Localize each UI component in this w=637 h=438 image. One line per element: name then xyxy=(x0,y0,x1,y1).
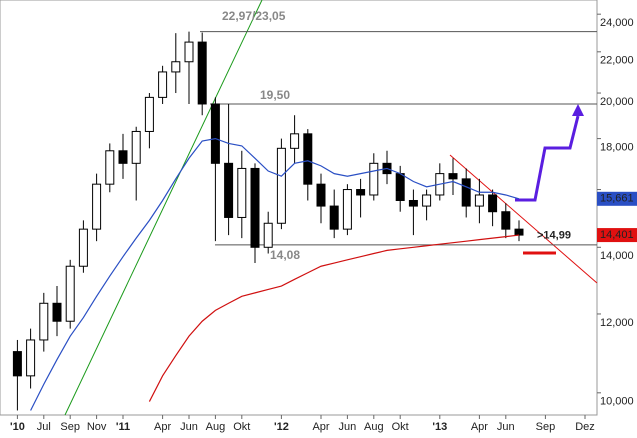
candle-body xyxy=(356,189,366,196)
x-tick-label: Okt xyxy=(233,421,250,433)
candle-body xyxy=(78,228,88,267)
target-label: >14,99 xyxy=(537,230,571,242)
x-tick-label: Jul xyxy=(37,421,51,433)
candle-body xyxy=(395,173,405,201)
candle-body xyxy=(26,339,36,377)
arrow-head xyxy=(572,104,584,116)
x-tick-label: Sep xyxy=(60,421,80,433)
x-tick-label: Aug xyxy=(206,421,226,433)
y-tick-label: 22,000 xyxy=(600,55,634,67)
plot-area xyxy=(0,0,598,416)
x-tick-label: Dez xyxy=(575,421,595,433)
x-tick-label: '10 xyxy=(10,421,25,433)
candle-body xyxy=(422,194,432,207)
x-tick-label: Apr xyxy=(471,421,488,433)
level-label: 14,08 xyxy=(270,248,300,262)
y-tick-label: 14,000 xyxy=(600,250,634,262)
candle-body xyxy=(158,71,168,98)
x-tick-label: Sep xyxy=(536,421,556,433)
moving-average xyxy=(148,234,520,402)
candle-body xyxy=(65,265,75,322)
price-tag-label: 14,401 xyxy=(600,229,634,241)
x-tick-label: Jun xyxy=(180,421,198,433)
price-tag-label: 15,661 xyxy=(600,193,634,205)
forecast-arrow xyxy=(515,115,580,202)
moving-average xyxy=(30,137,520,411)
y-tick-label: 18,000 xyxy=(600,142,634,154)
candle-body xyxy=(514,228,524,236)
candle-body xyxy=(290,133,300,149)
candle-body xyxy=(131,130,141,164)
candle-body xyxy=(276,147,286,224)
x-tick-label: Apr xyxy=(154,421,171,433)
candle-body xyxy=(118,150,128,164)
y-tick-label: 24,000 xyxy=(600,17,634,29)
price-tag xyxy=(597,191,637,206)
candle-body xyxy=(329,205,339,230)
x-tick-label: '12 xyxy=(274,421,289,433)
candle-body xyxy=(224,162,234,218)
candle-body xyxy=(461,178,471,207)
candle-body xyxy=(474,194,484,207)
candle-body xyxy=(342,189,352,230)
candle-body xyxy=(369,162,379,196)
x-tick-label: Apr xyxy=(312,421,329,433)
candle-body xyxy=(39,302,49,341)
candle-body xyxy=(52,302,62,322)
candle-body xyxy=(303,133,313,185)
candle-body xyxy=(448,173,458,180)
candle-body xyxy=(316,183,326,207)
x-tick-label: Nov xyxy=(87,421,107,433)
x-tick-label: Jun xyxy=(339,421,357,433)
x-tick-label: '13 xyxy=(432,421,447,433)
candle-body xyxy=(501,211,511,230)
level-label: 19,50 xyxy=(260,88,290,102)
price-tag xyxy=(597,228,637,243)
x-tick-label: '11 xyxy=(116,421,130,433)
uptrend-line xyxy=(64,0,263,416)
x-tick-label: Aug xyxy=(364,421,384,433)
candle-body xyxy=(408,199,418,207)
candle-body xyxy=(237,167,247,218)
candle-body xyxy=(184,41,194,63)
candle-body xyxy=(105,150,115,185)
candle-body xyxy=(144,96,154,132)
candle-body xyxy=(263,222,273,248)
downtrend-line xyxy=(449,154,598,284)
candle-body xyxy=(12,351,22,377)
y-tick-label: 20,000 xyxy=(600,96,634,108)
x-tick-label: Okt xyxy=(392,421,409,433)
candle-body xyxy=(210,103,220,164)
candle-body xyxy=(250,167,260,248)
y-tick-label: 12,000 xyxy=(600,317,634,329)
y-tick-label: 10,000 xyxy=(600,396,634,408)
candle-body xyxy=(92,183,102,230)
level-label: 22,97/23,05 xyxy=(222,9,286,23)
candle-body xyxy=(197,41,207,105)
candle-body xyxy=(488,194,498,213)
x-tick-label: Jun xyxy=(497,421,515,433)
candle-body xyxy=(171,61,181,73)
